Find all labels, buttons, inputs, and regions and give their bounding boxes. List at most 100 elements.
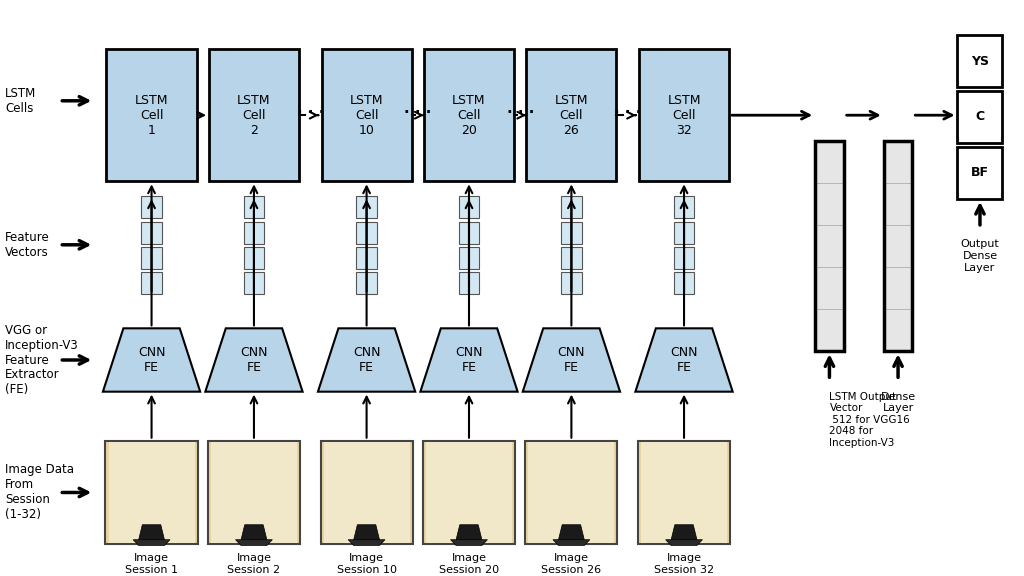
Text: Image
Session 32: Image Session 32 — [654, 553, 714, 575]
Bar — [426, 442, 512, 543]
Bar — [638, 441, 730, 544]
Bar — [957, 90, 1002, 143]
Bar — [459, 222, 479, 244]
Bar — [211, 442, 297, 543]
Bar — [208, 441, 300, 544]
Text: CNN
FE: CNN FE — [456, 346, 482, 374]
Bar — [141, 247, 162, 269]
Bar — [884, 141, 912, 183]
Polygon shape — [666, 540, 702, 545]
Bar — [356, 247, 377, 269]
Bar — [528, 442, 614, 543]
Polygon shape — [205, 328, 303, 392]
Text: Image
Session 10: Image Session 10 — [337, 553, 396, 575]
Text: LSTM
Cells: LSTM Cells — [5, 87, 37, 115]
Text: LSTM
Cell
2: LSTM Cell 2 — [238, 94, 270, 137]
Polygon shape — [138, 525, 165, 540]
Polygon shape — [348, 540, 385, 545]
Polygon shape — [671, 525, 697, 540]
Text: LSTM
Cell
26: LSTM Cell 26 — [555, 94, 588, 137]
Bar — [424, 49, 514, 181]
Bar — [141, 196, 162, 218]
Bar — [957, 146, 1002, 199]
Bar — [105, 441, 198, 544]
Bar — [641, 442, 727, 543]
Polygon shape — [317, 328, 416, 392]
Text: VGG or
Inception-V3
Feature
Extractor
(FE): VGG or Inception-V3 Feature Extractor (F… — [5, 324, 79, 396]
Text: C: C — [976, 111, 984, 123]
Bar — [459, 247, 479, 269]
Bar — [639, 49, 729, 181]
Text: Image
Session 1: Image Session 1 — [125, 553, 178, 575]
Text: Image Data
From
Session
(1-32): Image Data From Session (1-32) — [5, 464, 74, 521]
Bar — [244, 247, 264, 269]
Text: LSTM
Cell
20: LSTM Cell 20 — [453, 94, 485, 137]
Polygon shape — [553, 540, 590, 545]
Bar — [674, 247, 694, 269]
Bar — [884, 225, 912, 267]
Polygon shape — [558, 525, 585, 540]
Bar — [957, 35, 1002, 88]
Bar — [674, 222, 694, 244]
Text: Image
Session 26: Image Session 26 — [542, 553, 601, 575]
Bar — [561, 222, 582, 244]
Bar — [815, 267, 844, 309]
Bar — [209, 49, 299, 181]
Text: LSTM
Cell
10: LSTM Cell 10 — [350, 94, 383, 137]
Text: · · ·: · · · — [507, 105, 534, 120]
Text: CNN
FE: CNN FE — [353, 346, 380, 374]
Polygon shape — [102, 328, 201, 392]
Bar — [884, 141, 912, 351]
Bar — [244, 196, 264, 218]
Bar — [526, 49, 616, 181]
Bar — [674, 196, 694, 218]
Text: · · ·: · · · — [297, 105, 324, 120]
Bar — [322, 49, 412, 181]
Bar — [141, 272, 162, 294]
Bar — [321, 441, 413, 544]
Text: CNN
FE: CNN FE — [558, 346, 585, 374]
Text: · · ·: · · · — [614, 105, 641, 120]
Bar — [815, 183, 844, 225]
Text: YS: YS — [971, 55, 989, 67]
Polygon shape — [241, 525, 267, 540]
Bar — [109, 442, 195, 543]
Text: Dense
Layer: Dense Layer — [881, 392, 915, 414]
Text: LSTM
Cell
1: LSTM Cell 1 — [135, 94, 168, 137]
Bar — [423, 441, 515, 544]
Bar — [106, 49, 197, 181]
Polygon shape — [523, 328, 621, 392]
Text: Image
Session 20: Image Session 20 — [439, 553, 499, 575]
Polygon shape — [236, 540, 272, 545]
Text: LSTM Output
Vector
 512 for VGG16
2048 for
Inception-V3: LSTM Output Vector 512 for VGG16 2048 fo… — [829, 392, 910, 448]
Text: CNN
FE: CNN FE — [241, 346, 267, 374]
Text: CNN
FE: CNN FE — [138, 346, 165, 374]
Bar — [815, 309, 844, 351]
Text: Output
Dense
Layer: Output Dense Layer — [961, 240, 999, 272]
Polygon shape — [421, 328, 518, 392]
Bar — [561, 272, 582, 294]
Bar — [244, 222, 264, 244]
Bar — [815, 141, 844, 351]
Bar — [815, 141, 844, 183]
Bar — [356, 196, 377, 218]
Bar — [884, 309, 912, 351]
Polygon shape — [133, 540, 170, 545]
Bar — [324, 442, 410, 543]
Bar — [141, 222, 162, 244]
Text: · · ·: · · · — [404, 105, 431, 120]
Bar — [459, 196, 479, 218]
Text: CNN
FE: CNN FE — [671, 346, 697, 374]
Bar — [884, 183, 912, 225]
Text: LSTM
Cell
32: LSTM Cell 32 — [668, 94, 700, 137]
Text: BF: BF — [971, 166, 989, 179]
Text: Image
Session 2: Image Session 2 — [227, 553, 281, 575]
Bar — [244, 272, 264, 294]
Text: Feature
Vectors: Feature Vectors — [5, 231, 50, 259]
Bar — [561, 196, 582, 218]
Polygon shape — [635, 328, 733, 392]
Bar — [356, 222, 377, 244]
Bar — [674, 272, 694, 294]
Bar — [459, 272, 479, 294]
Bar — [356, 272, 377, 294]
